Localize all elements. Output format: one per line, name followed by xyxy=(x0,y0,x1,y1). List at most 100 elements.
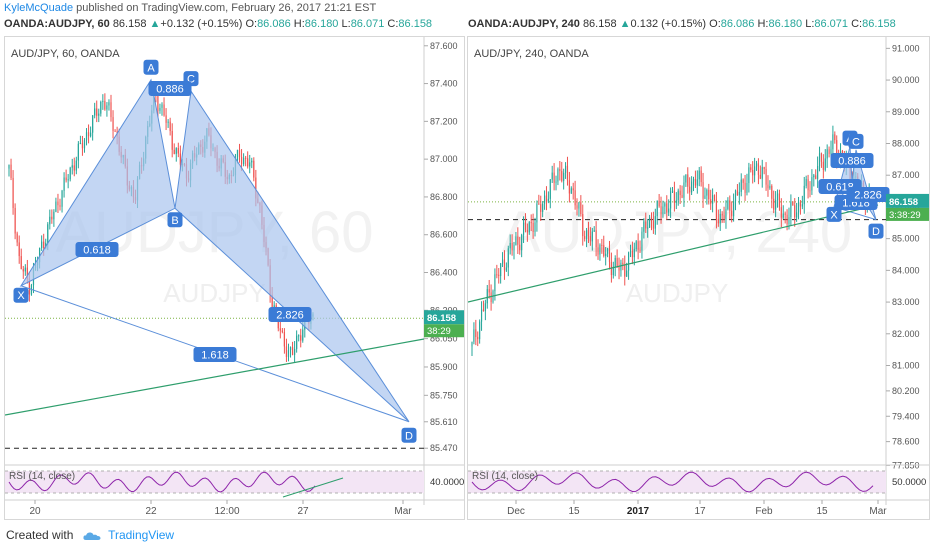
candle-body xyxy=(679,190,681,196)
chart-panel-60[interactable]: AUDJPY, 60 AUDJPY AUD/JPY, 60, OANDA 87.600… xyxy=(4,36,465,520)
candle-body xyxy=(273,305,275,308)
candle-body xyxy=(69,167,71,180)
y-tick-label: 85.610 xyxy=(430,417,458,427)
harmonic-point-x: X xyxy=(830,209,838,221)
candle-body xyxy=(18,242,20,257)
candle-body xyxy=(57,201,59,206)
candle-body xyxy=(157,95,159,111)
candle-body xyxy=(100,102,102,114)
rsi-band xyxy=(468,471,886,493)
candle-body xyxy=(112,117,114,131)
candle-body xyxy=(694,178,696,186)
candle-body xyxy=(788,217,790,225)
tradingview-brand[interactable]: TradingView xyxy=(108,528,175,542)
candle-body xyxy=(796,212,798,218)
right-h-label: H: xyxy=(757,18,769,30)
author-link[interactable]: KyleMcQuade xyxy=(4,2,74,14)
candle-body xyxy=(165,115,167,123)
candle-body xyxy=(696,179,698,186)
candle-body xyxy=(733,201,735,217)
candle-body xyxy=(553,172,555,183)
y-tick-label: 84.000 xyxy=(892,265,920,275)
candle-body xyxy=(757,163,760,175)
footer: Created with TradingView xyxy=(6,528,174,542)
candle-body xyxy=(549,179,551,199)
harmonic-ratio: 0.886 xyxy=(838,156,866,168)
right-l-label: L: xyxy=(805,18,815,30)
candle-body xyxy=(681,195,683,198)
candle-body xyxy=(580,202,582,215)
y-tick-label: 86.800 xyxy=(430,192,458,202)
candle-body xyxy=(38,247,41,263)
candle-body xyxy=(771,185,773,199)
candle-body xyxy=(805,179,807,186)
candle-body xyxy=(582,214,584,237)
harmonic-point-d: D xyxy=(872,226,880,238)
candle-body xyxy=(505,267,507,271)
candle-body xyxy=(807,179,809,191)
candle-body xyxy=(637,241,639,250)
candle-body xyxy=(281,330,283,333)
candle-body xyxy=(79,143,82,145)
candle-body xyxy=(603,245,605,256)
candle-body xyxy=(773,198,775,210)
y-tick-label: 87.400 xyxy=(430,79,458,89)
candle-body xyxy=(513,245,515,251)
chart-canvas-240[interactable]: AUDJPY, 240 AUDJPY AUD/JPY, 240, OANDA 91.0… xyxy=(468,37,929,519)
candle-body xyxy=(830,149,832,154)
candle-body xyxy=(658,200,660,207)
right-c: 86.158 xyxy=(862,18,896,30)
candle-body xyxy=(635,241,637,249)
trendline xyxy=(468,204,879,303)
candle-body xyxy=(488,289,490,293)
y-tick-label: 85.750 xyxy=(430,390,458,400)
candle-body xyxy=(815,175,817,179)
candle-body xyxy=(302,329,304,341)
candle-body xyxy=(803,185,805,205)
right-o-label: O: xyxy=(709,18,721,30)
candle-body xyxy=(490,292,492,303)
candle-body xyxy=(551,172,553,180)
candle-body xyxy=(628,252,630,271)
x-tick-label: 12:00 xyxy=(214,506,239,517)
candle-body xyxy=(65,177,67,181)
countdown-timer: 3:38:29 xyxy=(889,210,921,221)
candle-body xyxy=(698,170,700,180)
candle-body xyxy=(683,182,685,198)
candle-body xyxy=(479,321,481,340)
candle-body xyxy=(650,217,653,222)
candle-body xyxy=(528,222,530,233)
candle-body xyxy=(784,213,786,215)
harmonic-ratio-bg xyxy=(75,242,119,257)
candle-body xyxy=(574,190,576,206)
candle-body xyxy=(605,253,607,256)
harmonic-ratio-bg xyxy=(148,81,192,96)
candle-body xyxy=(643,221,645,232)
candle-body xyxy=(173,149,175,154)
candle-body xyxy=(832,134,834,150)
left-c-label: C: xyxy=(387,18,399,30)
candle-body xyxy=(26,267,28,279)
candle-body xyxy=(110,102,112,118)
candle-body xyxy=(601,244,603,246)
candle-body xyxy=(238,149,241,157)
right-last: 86.158 xyxy=(582,18,617,30)
candle-body xyxy=(790,201,792,218)
candle-body xyxy=(24,267,26,272)
candle-body xyxy=(607,248,609,254)
candle-body xyxy=(664,203,666,207)
candle-body xyxy=(538,203,540,205)
candle-body xyxy=(289,347,292,351)
chart-panel-240[interactable]: AUDJPY, 240 AUDJPY AUD/JPY, 240, OANDA 91.0… xyxy=(467,36,930,520)
candle-body xyxy=(649,217,651,228)
candle-body xyxy=(809,190,811,192)
candle-body xyxy=(563,172,565,181)
candle-body xyxy=(96,108,98,116)
candle-body xyxy=(179,153,181,165)
candle-body xyxy=(754,166,756,176)
rsi-value: 40.0000 xyxy=(430,477,464,488)
candle-body xyxy=(818,153,821,167)
candle-body xyxy=(578,202,580,209)
candle-body xyxy=(22,268,24,272)
